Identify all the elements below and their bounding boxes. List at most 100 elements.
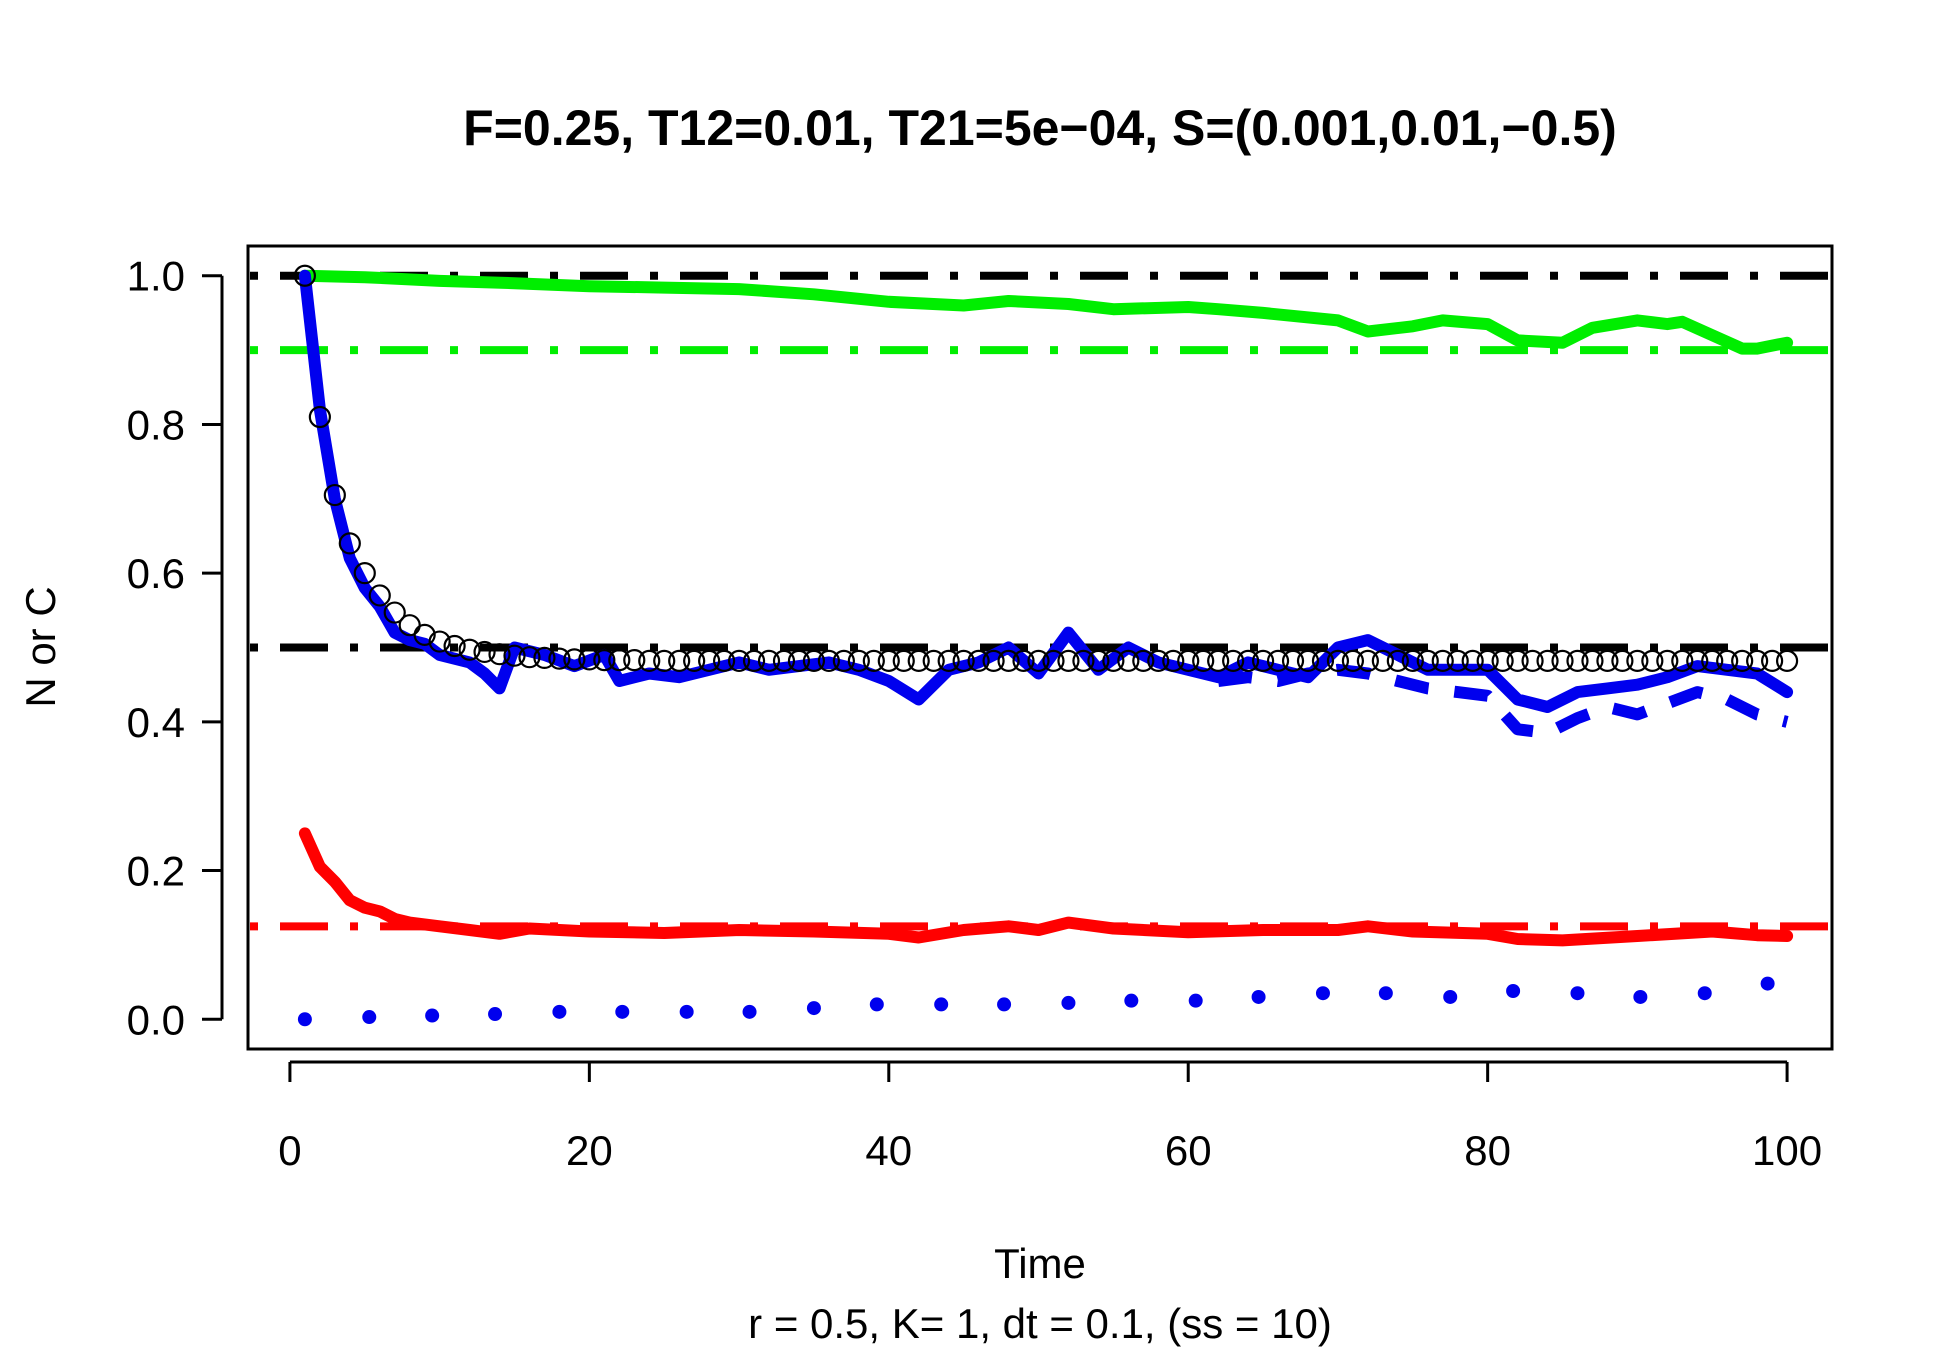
series-4-point [552,1004,567,1019]
series-5-point [413,623,436,646]
series-5-point [1521,649,1544,672]
series-5-point [1027,649,1050,672]
y-tick-label: 0.6 [127,550,185,597]
series-5-point [1506,649,1529,672]
series-0-line [298,269,1794,355]
chart-title: F=0.25, T12=0.01, T21=5e−04, S=(0.001,0.… [463,100,1617,156]
series-5-point [563,648,586,671]
series-5-point [323,483,346,507]
series-5-point [967,649,990,672]
x-tick-label: 80 [1464,1127,1511,1174]
x-tick-label: 60 [1165,1127,1212,1174]
chart-subtitle: r = 0.5, K= 1, dt = 0.1, (ss = 10) [748,1300,1332,1347]
series-5-point [548,647,571,670]
series-4-point [1443,989,1458,1004]
series-5-point [1326,649,1350,672]
series-2-line [298,269,1794,713]
series-5-point [1641,649,1664,672]
series-5-point [293,264,316,287]
series-5-point [443,634,466,658]
plot-frame [246,244,1834,1051]
series-5-point [1611,649,1634,672]
series-5-point [1775,649,1799,672]
series-5-point [518,646,541,669]
y-tick-label: 0.2 [127,848,185,895]
series-5-point [727,649,751,672]
series-5-point [578,648,601,671]
series-5-point [817,649,840,672]
series-5-point [1596,649,1619,672]
series-5-point [1461,649,1484,672]
series-5-point [1192,649,1215,672]
series-5-point [952,649,975,672]
series-5-point [1356,649,1379,672]
series-4-point [488,1007,503,1022]
series-4-point [934,997,949,1012]
series-5-point [1656,649,1679,672]
series-5-point [877,649,900,672]
series-5-point [1147,649,1170,672]
series-5-point [608,649,631,672]
series-4-point [1315,986,1330,1001]
series-4-point [1697,986,1712,1001]
series-5-point [757,649,781,672]
series-5-point [1731,649,1754,672]
series-5-point [698,649,721,672]
series-5-point [428,630,451,653]
series-5-point [1311,649,1335,672]
y-axis-label: N or C [17,586,64,707]
series-5-point [1416,649,1439,672]
series-5-point [742,649,766,672]
series-layer [293,264,1799,1027]
series-5-point [1716,649,1739,672]
series-5-point [668,649,691,672]
series-5-markers [293,264,1799,672]
x-axis-label: Time [994,1240,1086,1287]
series-4-point [1251,989,1266,1004]
series-5-point [712,649,736,672]
series-5-point [383,601,406,624]
series-5-point [1222,649,1245,672]
x-tick-label: 20 [566,1127,613,1174]
y-tick-label: 0.4 [127,699,185,746]
series-4-points [297,976,1775,1027]
series-5-point [1162,649,1185,672]
series-4-point [1760,976,1775,991]
y-tick-label: 1.0 [127,253,185,300]
series-4-point [1506,984,1521,999]
series-5-point [847,649,870,672]
series-5-point [623,649,646,672]
series-5-point [1207,649,1230,672]
series-5-point [1072,649,1095,672]
y-tick-label: 0.8 [127,401,185,448]
series-4-point [1378,986,1393,1001]
x-axis: 0 20 40 60 80 100 [278,1060,1822,1174]
series-5-point [1296,649,1320,672]
series-4-point [742,1004,757,1019]
series-5-point [1566,649,1589,672]
series-5-point [1671,649,1694,672]
series-5-point [1012,649,1035,672]
series-4-point [1633,989,1648,1004]
series-5-point [1177,649,1200,672]
series-5-point [997,649,1020,672]
series-5-point [1341,649,1365,672]
series-5-point [1266,649,1290,672]
series-4-point [1188,993,1203,1008]
series-5-point [832,649,855,672]
series-5-point [1431,649,1454,672]
series-5-point [1042,649,1065,672]
series-4-point [806,1001,821,1016]
series-5-point [473,640,496,664]
series-5-point [982,649,1005,672]
series-5-point [1761,649,1784,672]
series-5-point [1087,649,1110,672]
series-5-point [1117,649,1140,672]
series-4-point [679,1004,694,1019]
series-5-point [922,649,945,672]
reference-lines [250,271,1830,931]
series-4-point [615,1004,630,1019]
series-4-point [362,1010,377,1025]
series-5-point [937,649,960,672]
